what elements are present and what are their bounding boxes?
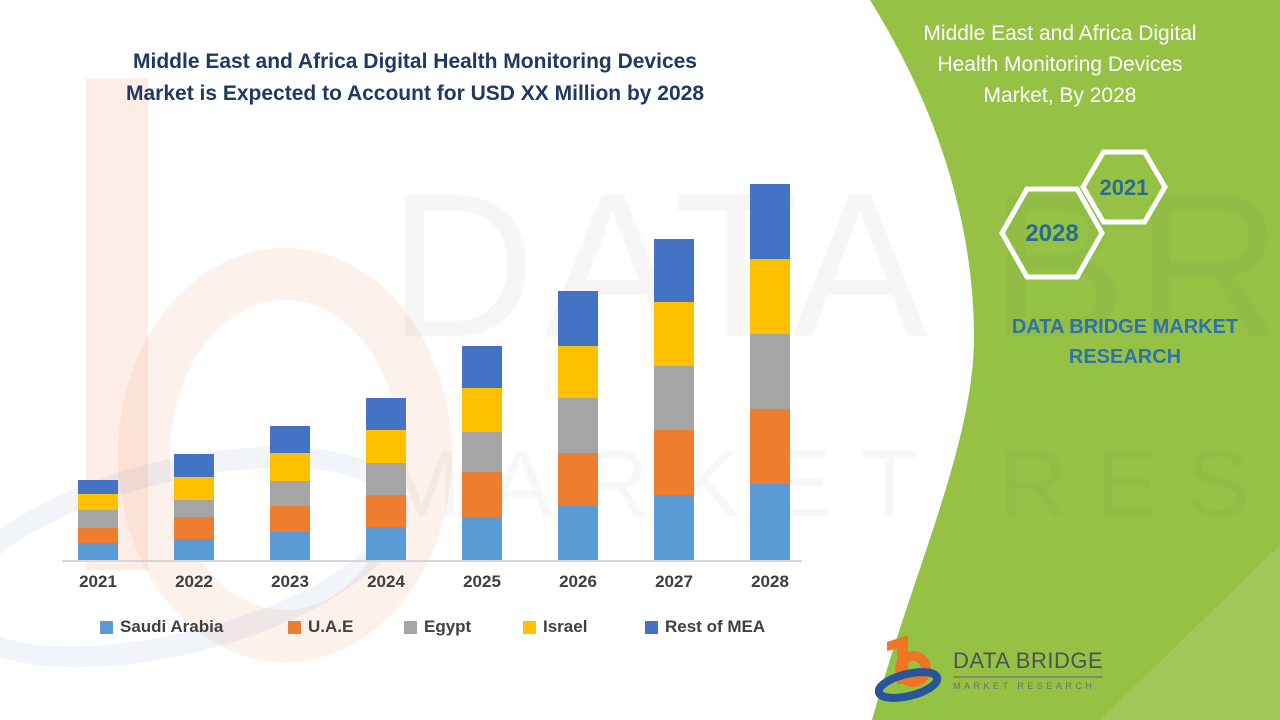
bar-segment-egypt-2026 — [558, 398, 598, 453]
bar-segment-egypt-2025 — [462, 432, 502, 472]
bar-segment-rest-of-mea-2028 — [750, 184, 790, 259]
legend-item-rest-of-mea: Rest of MEA — [645, 617, 765, 637]
bar-segment-rest-of-mea-2023 — [270, 426, 310, 453]
legend-item-egypt: Egypt — [404, 617, 471, 637]
bar-segment-u-a-e-2028 — [750, 409, 790, 484]
bar-segment-rest-of-mea-2021 — [78, 480, 118, 494]
bar-segment-egypt-2027 — [654, 366, 694, 430]
bar-segment-israel-2024 — [366, 430, 406, 463]
x-axis-label-2027: 2027 — [655, 572, 693, 591]
stacked-bar-2027 — [654, 239, 694, 560]
x-axis-label-2022: 2022 — [175, 572, 213, 591]
legend-swatch-u-a-e — [288, 620, 301, 634]
bar-segment-u-a-e-2023 — [270, 506, 310, 532]
x-axis-label-2023: 2023 — [271, 572, 309, 591]
bar-segment-saudi-arabia-2027 — [654, 495, 694, 560]
bar-segment-u-a-e-2026 — [558, 453, 598, 506]
stacked-bar-2028 — [750, 184, 790, 560]
legend-label-u-a-e: U.A.E — [308, 617, 354, 636]
brand-text: DATA BRIDGE MARKET RESEARCH — [960, 312, 1280, 372]
brand-text-line2: RESEARCH — [1068, 346, 1182, 368]
data-bridge-logo: DATA BRIDGE MARKET RESEARCH — [875, 634, 1125, 704]
bar-segment-saudi-arabia-2022 — [174, 539, 214, 560]
bar-segment-rest-of-mea-2026 — [558, 291, 598, 346]
stacked-bar-2024 — [366, 398, 406, 560]
bar-segment-egypt-2024 — [366, 463, 406, 495]
hexagon-2028-label: 2028 — [1025, 220, 1078, 247]
stacked-bar-2022 — [174, 454, 214, 560]
stacked-bar-2026 — [558, 291, 598, 560]
chart-title-line1: Middle East and Africa Digital Health Mo… — [133, 50, 697, 73]
bar-segment-israel-2025 — [462, 388, 502, 432]
chart-title: Middle East and Africa Digital Health Mo… — [70, 46, 760, 110]
hexagon-2028 — [999, 186, 1105, 280]
x-axis-label-2021: 2021 — [79, 572, 117, 591]
bar-segment-saudi-arabia-2026 — [558, 506, 598, 560]
bar-segment-rest-of-mea-2025 — [462, 346, 502, 388]
legend-item-u-a-e: U.A.E — [288, 617, 353, 637]
bar-segment-israel-2022 — [174, 477, 214, 500]
bar-segment-u-a-e-2021 — [78, 528, 118, 543]
logo-subname: MARKET RESEARCH — [953, 680, 1096, 691]
bar-segment-u-a-e-2027 — [654, 430, 694, 495]
bar-segment-saudi-arabia-2023 — [270, 532, 310, 560]
legend-swatch-egypt — [404, 620, 417, 634]
bar-segment-israel-2021 — [78, 494, 118, 510]
legend-swatch-israel — [523, 620, 536, 634]
bar-segment-saudi-arabia-2028 — [750, 484, 790, 560]
bar-segment-saudi-arabia-2025 — [462, 517, 502, 560]
x-axis-label-2024: 2024 — [367, 572, 405, 591]
legend-swatch-rest-of-mea — [645, 620, 658, 634]
bar-segment-israel-2026 — [558, 346, 598, 398]
logo-texts: DATA BRIDGE MARKET RESEARCH — [953, 648, 1104, 691]
bar-segment-israel-2028 — [750, 259, 790, 334]
legend-swatch-saudi-arabia — [100, 620, 113, 634]
logo-swoosh-icon — [875, 668, 942, 702]
bar-segment-egypt-2022 — [174, 500, 214, 517]
bar-segment-rest-of-mea-2027 — [654, 239, 694, 302]
bar-segment-egypt-2023 — [270, 481, 310, 506]
green-panel-shape — [870, 0, 1280, 720]
x-axis-line — [62, 560, 802, 562]
bar-segment-u-a-e-2022 — [174, 517, 214, 539]
stacked-bar-2023 — [270, 426, 310, 560]
brand-text-line1: DATA BRIDGE MARKET — [1011, 316, 1239, 338]
x-axis-label-2025: 2025 — [463, 572, 501, 591]
bar-segment-rest-of-mea-2024 — [366, 398, 406, 430]
green-panel-corner-highlight — [1100, 545, 1280, 720]
x-axis-label-2026: 2026 — [559, 572, 597, 591]
hexagon-2021 — [1080, 149, 1168, 225]
stacked-bar-2021 — [78, 480, 118, 560]
stacked-bar-2025 — [462, 346, 502, 560]
chart-title-line2: Market is Expected to Account for USD XX… — [125, 82, 705, 105]
logo-name: DATA BRIDGE — [953, 648, 1104, 678]
bar-segment-egypt-2021 — [78, 510, 118, 528]
panel-title-line1: Middle East and Africa Digital — [923, 22, 1197, 45]
legend-label-egypt: Egypt — [424, 617, 472, 636]
legend-label-israel: Israel — [543, 617, 588, 636]
logo-mark — [875, 635, 942, 702]
year-hexagons: 2028 2021 — [999, 149, 1168, 280]
bar-segment-saudi-arabia-2021 — [78, 543, 118, 560]
legend-label-saudi-arabia: Saudi Arabia — [120, 617, 224, 636]
legend-label-rest-of-mea: Rest of MEA — [665, 617, 766, 636]
bar-segment-u-a-e-2025 — [462, 472, 502, 517]
hexagon-2021-label: 2021 — [1100, 175, 1149, 200]
bar-segment-israel-2027 — [654, 302, 694, 366]
bar-segment-rest-of-mea-2022 — [174, 454, 214, 477]
bar-segment-saudi-arabia-2024 — [366, 527, 406, 560]
bar-segment-u-a-e-2024 — [366, 495, 406, 527]
panel-title-line2: Health Monitoring Devices — [937, 53, 1183, 76]
bar-segment-israel-2023 — [270, 453, 310, 481]
panel-title: Middle East and Africa Digital Health Mo… — [850, 18, 1270, 111]
bar-segment-egypt-2028 — [750, 334, 790, 409]
x-axis-label-2028: 2028 — [751, 572, 789, 591]
panel-title-line3: Market, By 2028 — [983, 84, 1137, 107]
legend-item-israel: Israel — [523, 617, 587, 637]
legend-item-saudi-arabia: Saudi Arabia — [100, 617, 223, 637]
